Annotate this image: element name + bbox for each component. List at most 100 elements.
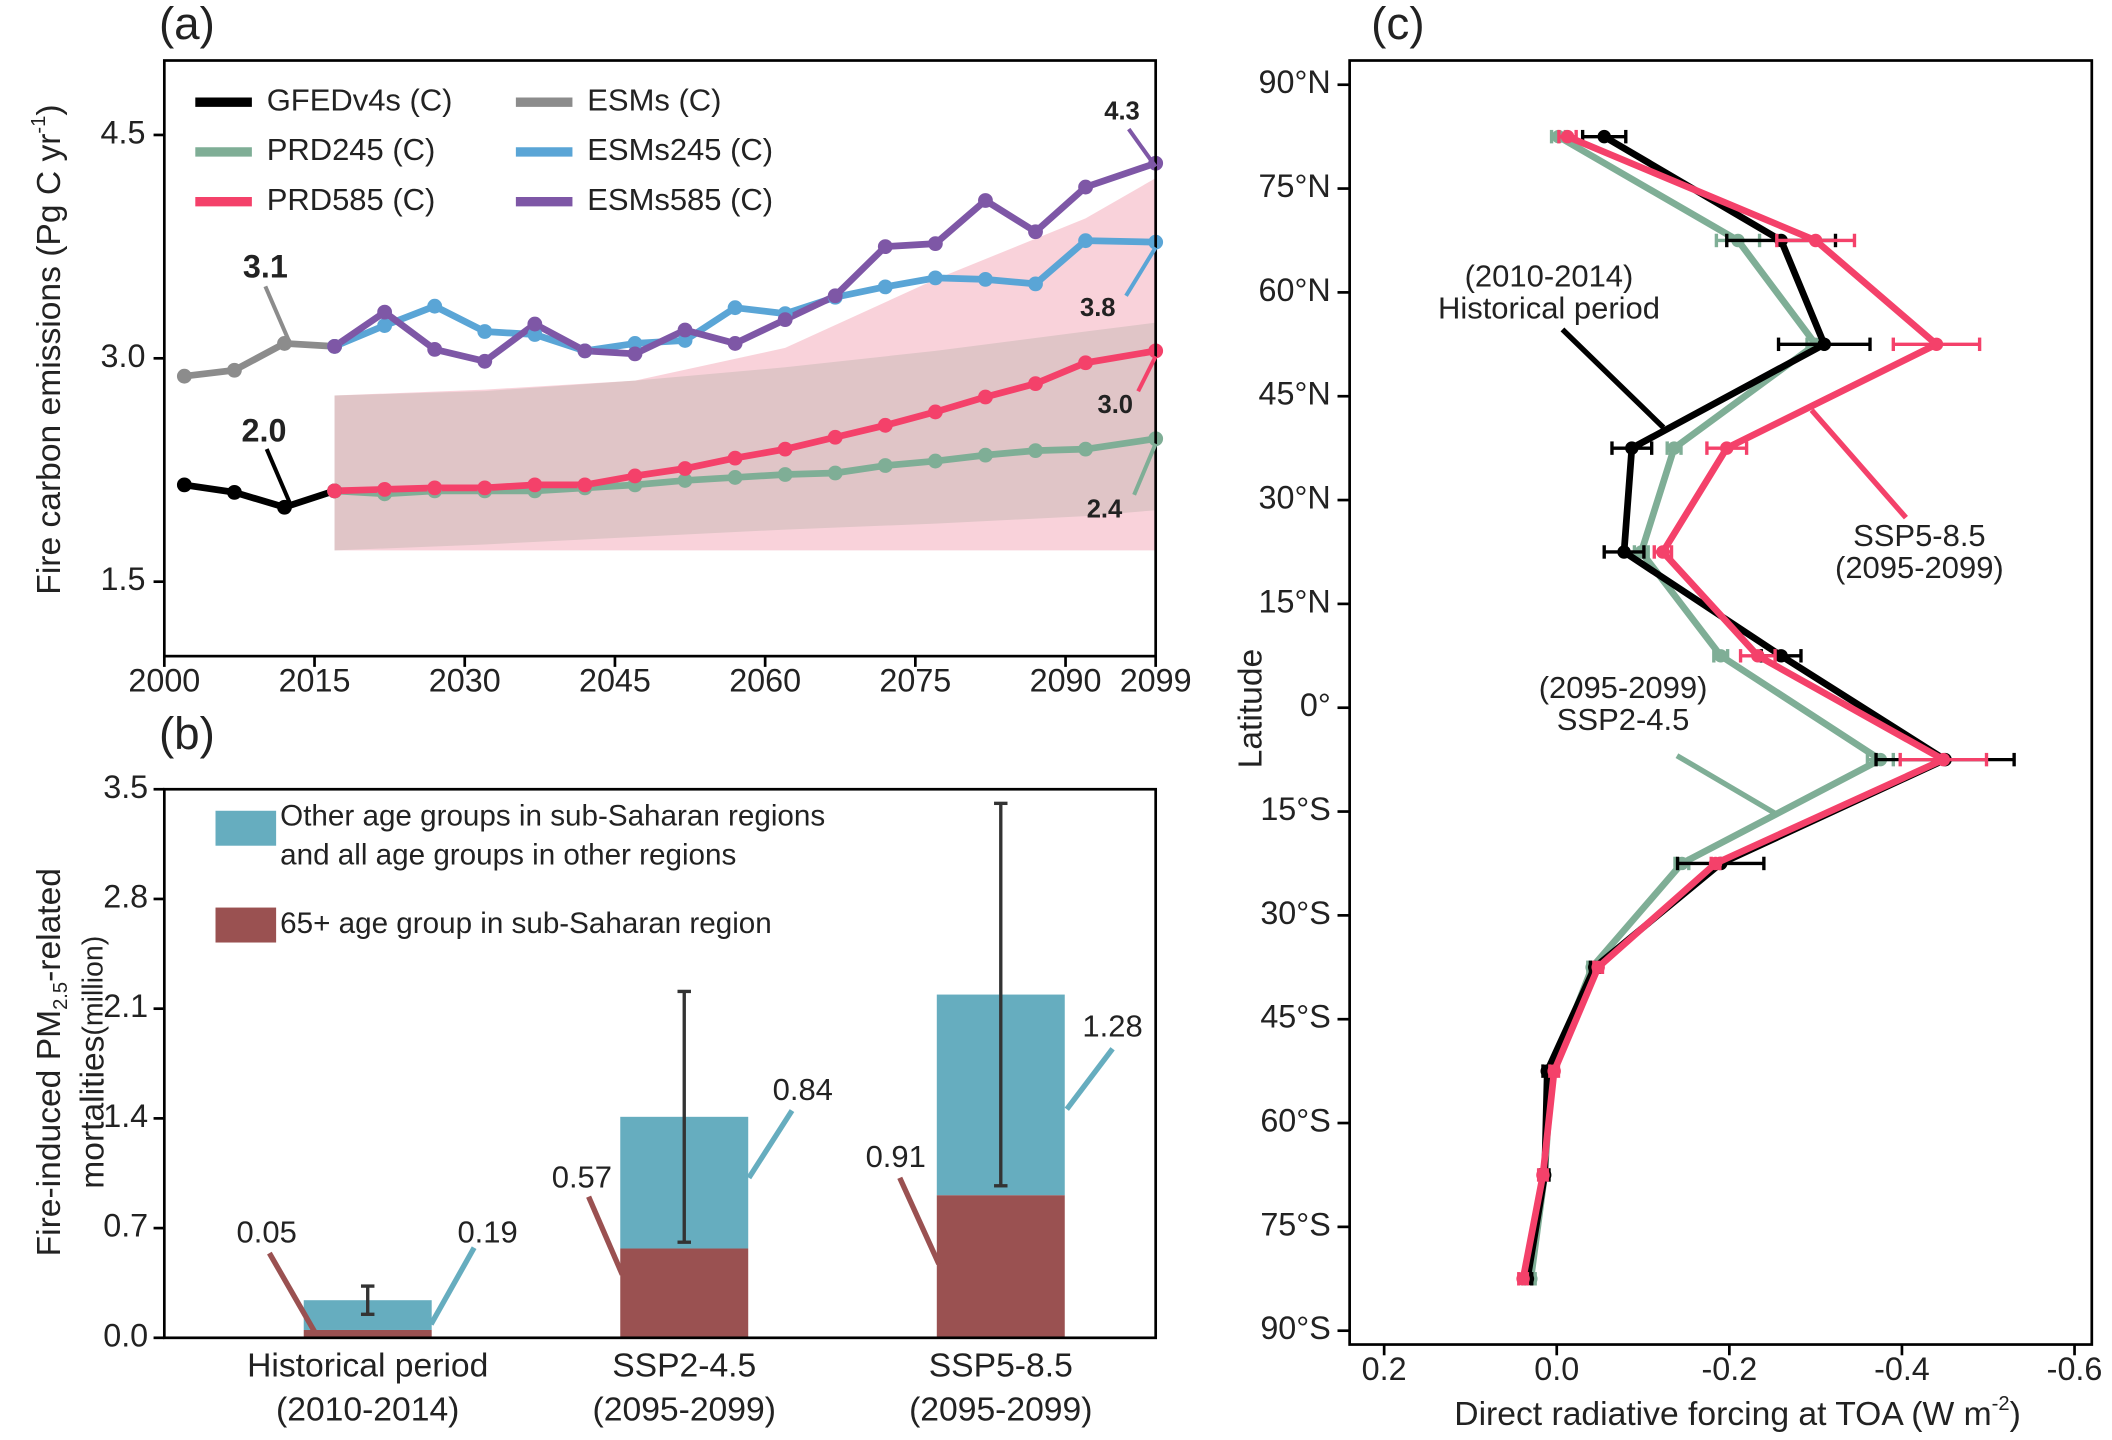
annotation: 2.4 [1087, 496, 1123, 524]
legend-label: ESMs245 (C) [587, 132, 773, 167]
value-label-leader [1064, 1047, 1115, 1111]
y-axis-label: Fire carbon emissions (Pg C yr-1) [28, 104, 68, 594]
annotation: 3.1 [243, 248, 288, 284]
x-tick-label: 0.2 [1362, 1351, 1407, 1387]
y-tick-label: 60°S [1260, 1103, 1330, 1139]
y-tick-label: 15°N [1259, 583, 1331, 619]
error-bar [677, 989, 691, 1244]
data-point [477, 480, 493, 496]
x-tick-label: 2075 [879, 663, 951, 699]
label-part: Fire carbon emissions (Pg C yr [31, 134, 68, 595]
label-part: Fire-induced PM [31, 1010, 68, 1256]
data-point [1560, 129, 1575, 144]
series-line [1524, 133, 1953, 1280]
data-point [527, 316, 543, 332]
data-point [1656, 545, 1670, 559]
annotation: SSP2-4.5 [1557, 702, 1690, 737]
data-point [1720, 441, 1734, 455]
data-point [1078, 179, 1093, 195]
label-part: ) [2010, 1396, 2021, 1433]
annotation: 3.8 [1080, 294, 1116, 322]
legend-label: GFEDv4s (C) [267, 82, 453, 117]
data-point [627, 336, 643, 351]
annotation-leader [264, 448, 293, 507]
label-part: ) [31, 104, 68, 115]
annotation-leader [1132, 442, 1158, 496]
y-tick-label: 15°S [1260, 791, 1330, 827]
data-point [1751, 649, 1765, 663]
data-point [1078, 233, 1093, 249]
data-point [1591, 960, 1605, 975]
data-point [978, 389, 993, 405]
x-tick-label: 2060 [729, 663, 801, 699]
panel-label: (a) [159, 0, 215, 49]
y-tick-label: 2.8 [103, 879, 148, 915]
bar-segment [303, 1329, 432, 1338]
panel-label: (c) [1371, 0, 1424, 49]
y-tick-label: 90°S [1260, 1310, 1330, 1346]
x-tick-label: Historical period [247, 1347, 488, 1384]
panel-label: (b) [159, 708, 215, 759]
value-label-leader [746, 1109, 795, 1180]
legend-label: 65+ age group in sub-Saharan region [280, 907, 772, 940]
value-label: 0.19 [457, 1214, 517, 1249]
data-point [627, 346, 643, 362]
data-point [677, 333, 693, 348]
data-point [1516, 1272, 1530, 1286]
legend-label: PRD585 (C) [267, 182, 436, 217]
data-point [727, 450, 743, 466]
data-point [1667, 441, 1681, 455]
data-point [978, 447, 993, 463]
data-point [427, 298, 443, 314]
x-tick-label: -0.2 [1701, 1351, 1757, 1387]
x-tick-label: 2030 [429, 663, 501, 699]
x-tick-label: 0.0 [1534, 1351, 1579, 1387]
x-tick-label: -0.6 [2047, 1351, 2103, 1387]
y-tick-label: 4.5 [101, 115, 146, 151]
series-line [1519, 133, 1951, 1280]
data-point [827, 429, 843, 445]
annotation-leader [1809, 408, 1908, 520]
y-tick-label: 0° [1300, 687, 1331, 723]
value-label: 0.91 [866, 1139, 926, 1174]
data-point [1078, 441, 1093, 457]
data-point [1078, 355, 1093, 371]
annotation-leader [1675, 753, 1777, 816]
annotation: (2095-2099) [1539, 670, 1708, 705]
y-tick-label: 3.0 [101, 338, 146, 374]
data-point [677, 461, 693, 476]
label-part: -2 [1992, 1393, 2010, 1415]
y-tick-label: 0.0 [103, 1317, 148, 1353]
value-label-leader [428, 1246, 477, 1326]
data-point [1713, 649, 1728, 663]
x-tick-label: 2099 [1120, 663, 1192, 699]
data-point [377, 481, 393, 497]
bar-segment [936, 1195, 1065, 1338]
annotation-leader [1136, 355, 1158, 393]
value-label: 0.84 [773, 1072, 833, 1107]
data-point [627, 468, 643, 484]
data-point [777, 312, 793, 327]
y-tick-label: 30°N [1259, 480, 1331, 516]
y-tick-label: 30°S [1260, 895, 1330, 931]
data-point [1625, 441, 1639, 455]
y-tick-label: 75°S [1260, 1206, 1330, 1242]
data-point [176, 368, 192, 384]
annotation: SSP5-8.5 [1853, 518, 1986, 553]
y-tick-label: 90°N [1259, 64, 1331, 100]
data-point [927, 270, 943, 286]
data-point [1547, 1064, 1561, 1078]
series-line [183, 340, 335, 380]
data-point [1028, 443, 1043, 459]
data-point [577, 343, 593, 359]
label-part: (million) [77, 936, 109, 1036]
x-tick-label: 2000 [128, 663, 200, 699]
data-point [677, 473, 693, 488]
legend-label: ESMs585 (C) [587, 182, 773, 217]
data-point [1028, 376, 1043, 392]
data-point [377, 318, 393, 333]
legend-swatch [215, 810, 277, 846]
x-tick-label: (2095-2099) [593, 1392, 776, 1429]
data-point [927, 404, 943, 420]
data-point [477, 324, 493, 339]
